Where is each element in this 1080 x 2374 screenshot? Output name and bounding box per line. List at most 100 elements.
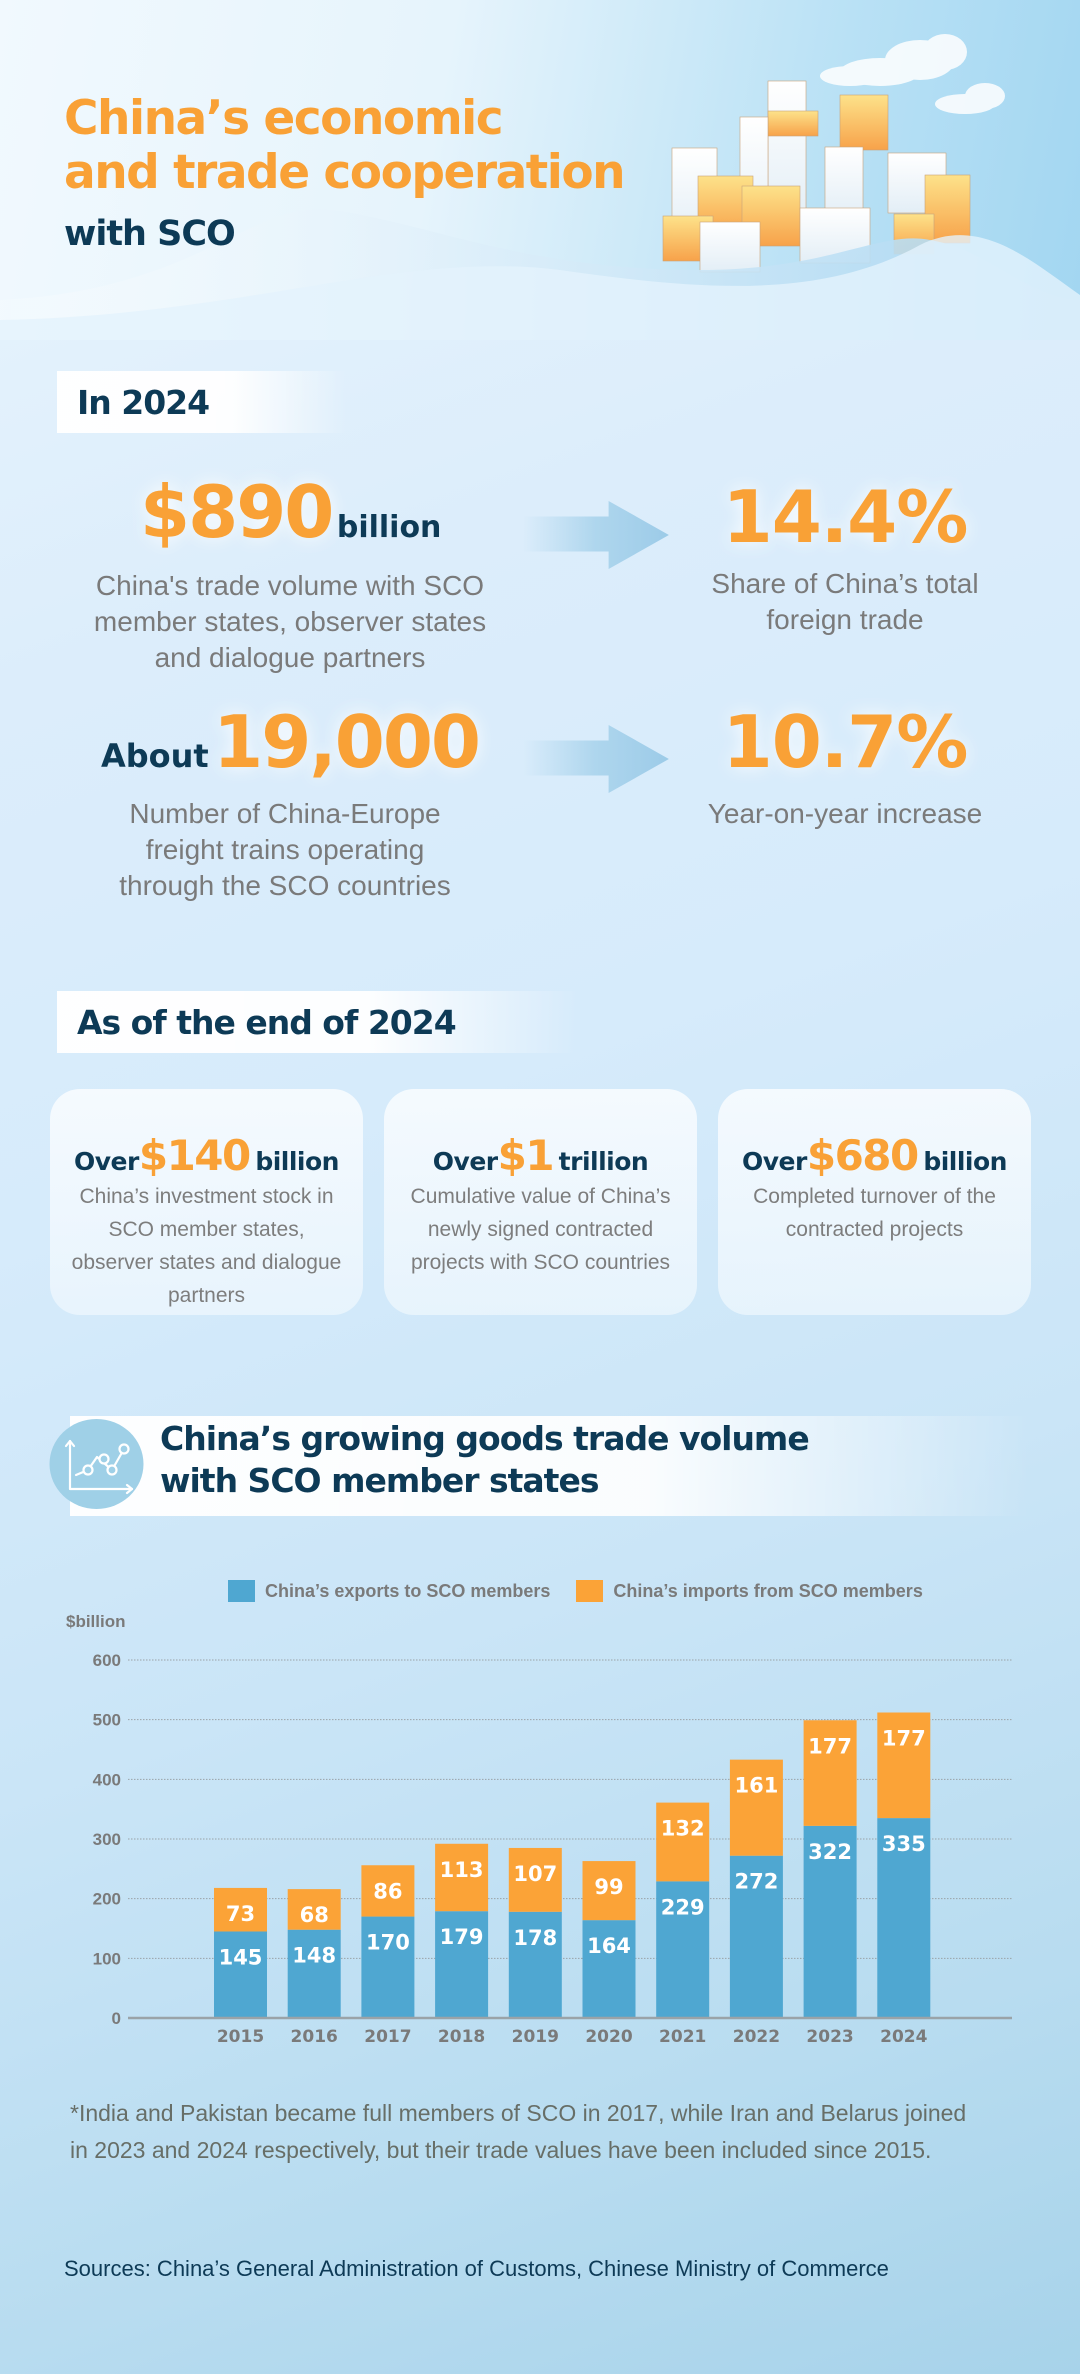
desc-line: contracted projects bbox=[785, 1218, 964, 1241]
stat-growth-value: 10.7% bbox=[722, 700, 969, 784]
bar-value-label: 164 bbox=[587, 1934, 631, 1958]
x-tick-label: 2024 bbox=[880, 2027, 927, 2047]
bar-value-label: 335 bbox=[882, 1832, 926, 1856]
card-prefix: Over bbox=[432, 1147, 498, 1176]
stat-share-value: 14.4% bbox=[722, 475, 969, 559]
chart-title-line1: China’s growing goods trade volume bbox=[160, 1419, 810, 1458]
desc-line: foreign trade bbox=[766, 604, 924, 635]
bar-value-label: 99 bbox=[594, 1875, 623, 1899]
card-value: $140 bbox=[138, 1131, 251, 1180]
desc-line: partners bbox=[167, 1284, 246, 1307]
footnote: *India and Pakistan became full members … bbox=[70, 2095, 1030, 2169]
chart-title-bar bbox=[70, 1416, 1030, 1516]
bar-exports bbox=[361, 1916, 415, 2018]
card-investment-stock: Over$140 billion China’s investment stoc… bbox=[50, 1089, 363, 1315]
stat-freight-prefix: About bbox=[100, 737, 209, 775]
desc-line: observer states and dialogue bbox=[71, 1251, 342, 1274]
section-tag-in-2024: In 2024 bbox=[57, 371, 347, 433]
x-tick-label: 2019 bbox=[512, 2027, 559, 2047]
chart-title-line2: with SCO member states bbox=[160, 1461, 599, 1500]
x-tick-label: 2021 bbox=[659, 2027, 706, 2047]
desc-line: through the SCO countries bbox=[119, 870, 451, 901]
bar-imports bbox=[656, 1802, 710, 1882]
x-tick-label: 2016 bbox=[291, 2027, 338, 2047]
card-headline: Over$1 trillion bbox=[384, 1131, 697, 1180]
bar-value-label: 272 bbox=[734, 1870, 778, 1894]
bar-exports bbox=[729, 1855, 783, 2018]
stat-trade-volume-desc: China's trade volume with SCO member sta… bbox=[40, 568, 540, 676]
bar-imports bbox=[508, 1847, 562, 1912]
bar-exports bbox=[803, 1825, 857, 2018]
y-axis-label: $billion bbox=[66, 1612, 126, 1631]
chart-title: China’s growing goods trade volume with … bbox=[160, 1418, 810, 1502]
right-arrow-icon bbox=[523, 500, 669, 570]
bar-imports bbox=[803, 1720, 857, 1826]
sources: Sources: China’s General Administration … bbox=[64, 2256, 889, 2281]
legend-label-exports: China’s exports to SCO members bbox=[265, 1580, 551, 1601]
card-unit: billion bbox=[923, 1147, 1007, 1176]
desc-line: China's trade volume with SCO bbox=[95, 570, 485, 601]
legend-swatch-imports bbox=[576, 1580, 604, 1602]
section-tag-end-2024: As of the end of 2024 bbox=[57, 991, 577, 1053]
y-tick-label: 400 bbox=[93, 1770, 121, 1789]
bar-imports bbox=[214, 1887, 267, 1932]
bar-value-label: 177 bbox=[808, 1734, 852, 1758]
stat-growth: 10.7% bbox=[640, 700, 1050, 784]
stat-share: 14.4% bbox=[640, 475, 1050, 559]
bar-imports bbox=[287, 1889, 341, 1930]
card-value: $1 bbox=[497, 1131, 555, 1180]
stat-trade-volume-unit: billion bbox=[336, 510, 442, 545]
legend-item-imports: China’s imports from SCO members bbox=[576, 1580, 923, 1602]
card-desc: China’s investment stock in SCO member s… bbox=[50, 1180, 363, 1312]
x-tick-label: 2015 bbox=[217, 2027, 264, 2047]
desc-line: Completed turnover of the bbox=[753, 1185, 996, 1208]
bar-exports bbox=[582, 1920, 636, 2018]
desc-line: Cumulative value of China’s bbox=[410, 1185, 671, 1208]
stat-freight-desc: Number of China-Europe freight trains op… bbox=[40, 796, 530, 904]
bar-value-label: 177 bbox=[882, 1727, 926, 1751]
bar-value-label: 113 bbox=[440, 1858, 484, 1882]
bar-imports bbox=[435, 1843, 489, 1912]
bar-imports bbox=[361, 1865, 415, 1917]
legend-item-exports: China’s exports to SCO members bbox=[228, 1580, 550, 1602]
desc-line: freight trains operating bbox=[145, 834, 425, 865]
desc-line: Year-on-year increase bbox=[707, 798, 983, 829]
x-tick-label: 2018 bbox=[438, 2027, 485, 2047]
right-arrow-icon bbox=[523, 724, 669, 794]
bar-exports bbox=[214, 1931, 267, 2018]
bar-exports bbox=[508, 1911, 562, 2018]
stat-freight-trains: About 19,000 bbox=[80, 700, 500, 784]
footnote-line1: *India and Pakistan became full members … bbox=[70, 2100, 967, 2126]
stat-freight-value: 19,000 bbox=[213, 700, 481, 784]
bar-value-label: 170 bbox=[366, 1931, 410, 1955]
bar-exports bbox=[656, 1881, 710, 2018]
desc-line: Number of China-Europe bbox=[129, 798, 441, 829]
x-tick-label: 2022 bbox=[733, 2027, 780, 2047]
card-headline: Over$680 billion bbox=[718, 1131, 1031, 1180]
hero-title-line2: and trade cooperation bbox=[64, 145, 626, 200]
bar-imports bbox=[729, 1759, 783, 1856]
stat-share-desc: Share of China’s total foreign trade bbox=[640, 566, 1050, 638]
desc-line: and dialogue partners bbox=[154, 642, 426, 673]
bar-value-label: 132 bbox=[661, 1817, 705, 1841]
bar-exports bbox=[877, 1818, 931, 2018]
card-unit: billion bbox=[255, 1147, 339, 1176]
y-tick-label: 100 bbox=[93, 1949, 121, 1968]
card-desc: Completed turnover of the contracted pro… bbox=[718, 1180, 1031, 1246]
desc-line: member states, observer states bbox=[93, 606, 487, 637]
desc-line: newly signed contracted bbox=[427, 1218, 654, 1241]
bar-value-label: 73 bbox=[226, 1902, 255, 1926]
x-tick-label: 2023 bbox=[806, 2027, 853, 2047]
x-tick-label: 2020 bbox=[585, 2027, 632, 2047]
bar-value-label: 107 bbox=[513, 1862, 557, 1886]
bar-imports bbox=[582, 1861, 636, 1921]
legend-swatch-exports bbox=[228, 1580, 255, 1602]
card-headline: Over$140 billion bbox=[50, 1131, 363, 1180]
y-tick-label: 600 bbox=[93, 1651, 121, 1670]
y-tick-label: 200 bbox=[93, 1890, 121, 1909]
stat-trade-volume: $890 billion bbox=[140, 470, 442, 554]
hero-banner: China’s economic and trade cooperation w… bbox=[0, 0, 1080, 340]
bar-value-label: 148 bbox=[292, 1944, 336, 1968]
bar-value-label: 68 bbox=[300, 1903, 329, 1927]
hero-title: China’s economic and trade cooperation bbox=[64, 92, 626, 200]
